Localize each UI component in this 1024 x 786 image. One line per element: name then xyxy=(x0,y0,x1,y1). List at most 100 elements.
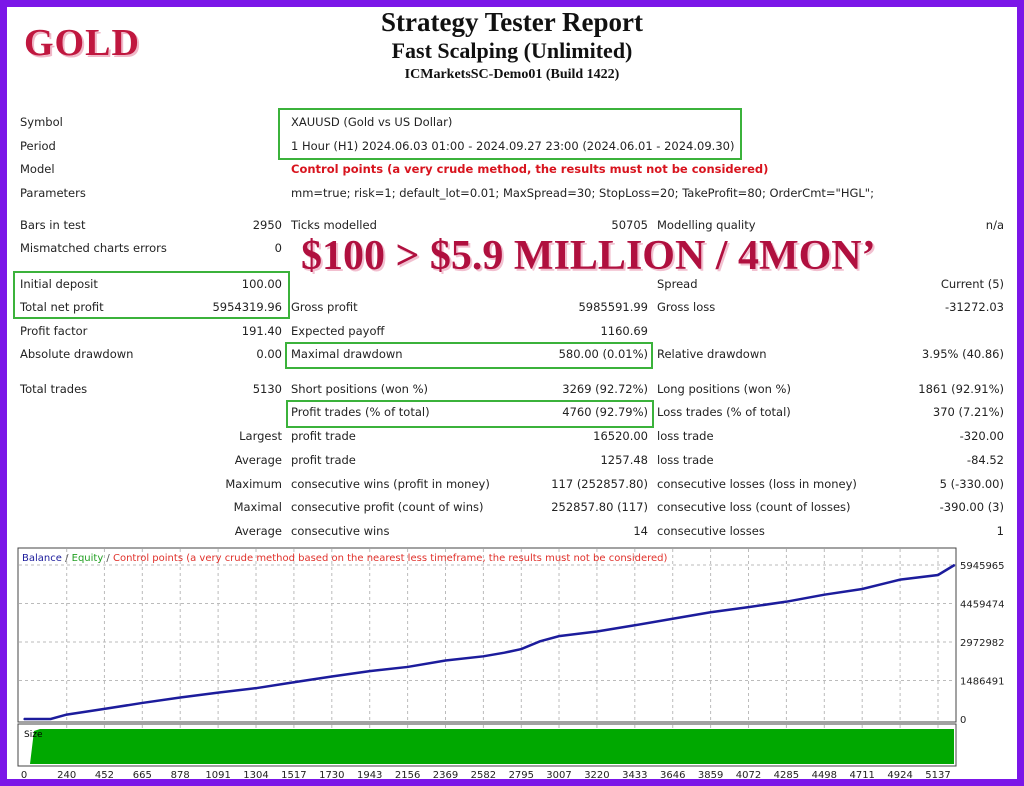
stat-value: 50705 xyxy=(611,218,648,232)
period-value: 1 Hour (H1) 2024.06.03 01:00 - 2024.09.2… xyxy=(291,139,735,153)
y-tick-label: 5945965 xyxy=(960,561,1005,572)
stat-value: 5954319.96 xyxy=(212,300,282,314)
stat-label: Bars in test xyxy=(20,218,86,232)
x-tick-label: 665 xyxy=(133,770,152,781)
stat-label: Maximal drawdown xyxy=(291,347,403,361)
stat-value: 191.40 xyxy=(241,324,282,338)
highlight-deposit-profit xyxy=(13,271,290,319)
stat-value: Current (5) xyxy=(940,277,1004,291)
stat-label: Gross profit xyxy=(291,300,358,314)
stats-row: Maximal consecutive profit (count of wins… xyxy=(7,497,1017,517)
parameters-value: mm=true; risk=1; default_lot=0.01; MaxSp… xyxy=(291,186,874,200)
stat-value: Average xyxy=(234,453,282,467)
stat-label: profit trade xyxy=(291,453,356,467)
x-tick-label: 3007 xyxy=(546,770,571,781)
x-tick-label: 4072 xyxy=(736,770,761,781)
stats-row: Average consecutive wins 14 consecutive los… xyxy=(7,521,1017,541)
y-tick-label: 2972982 xyxy=(960,638,1005,649)
stat-value: -31272.03 xyxy=(944,300,1004,314)
stat-value: 100.00 xyxy=(241,277,282,291)
legend-separator: / xyxy=(103,553,113,564)
stat-value: 1160.69 xyxy=(600,324,648,338)
highlight-max-drawdown xyxy=(285,342,653,369)
stat-label: Profit trades (% of total) xyxy=(291,405,430,419)
stat-value: -84.52 xyxy=(966,453,1004,467)
stat-value: 1257.48 xyxy=(600,453,648,467)
stat-label: profit trade xyxy=(291,429,356,443)
legend-note: Control points (a very crude method base… xyxy=(113,553,668,564)
x-tick-label: 3433 xyxy=(622,770,647,781)
x-tick-label: 2795 xyxy=(509,770,534,781)
stats-row: Initial deposit 100.00 Spread Current (5) xyxy=(7,274,1017,294)
stat-value: 370 (7.21%) xyxy=(932,405,1004,419)
stat-label: consecutive profit (count of wins) xyxy=(291,500,484,514)
stats-row: Profit factor 191.40 Expected payoff 1160.6… xyxy=(7,321,1017,341)
x-tick-label: 2156 xyxy=(395,770,420,781)
x-tick-label: 1730 xyxy=(319,770,344,781)
stat-label: Total trades xyxy=(20,382,88,396)
highlight-symbol-period xyxy=(278,108,742,160)
stat-label: consecutive wins (profit in money) xyxy=(291,477,490,491)
stat-value: -390.00 (3) xyxy=(939,500,1004,514)
stat-label: Relative drawdown xyxy=(657,347,767,361)
x-tick-label: 452 xyxy=(95,770,114,781)
stat-value: 117 (252857.80) xyxy=(551,477,648,491)
stat-value: 3269 (92.72%) xyxy=(562,382,648,396)
stat-label: Mismatched charts errors xyxy=(20,241,167,255)
balance-line xyxy=(24,563,956,721)
period-label: Period xyxy=(20,139,56,153)
legend-equity: Equity xyxy=(72,553,104,564)
symbol-label: Symbol xyxy=(20,115,63,129)
stat-value: Maximal xyxy=(233,500,282,514)
x-tick-label: 1943 xyxy=(357,770,382,781)
stats-row: Profit trades (% of total) 4760 (92.79%) L… xyxy=(7,402,1017,422)
stat-label: consecutive wins xyxy=(291,524,390,538)
x-tick-label: 878 xyxy=(171,770,190,781)
stats-row: Mismatched charts errors 0 xyxy=(7,238,1017,258)
server-build: ICMarketsSC-Demo01 (Build 1422) xyxy=(404,67,620,82)
stat-label: loss trade xyxy=(657,429,714,443)
stat-label: Absolute drawdown xyxy=(20,347,134,361)
stat-label: Ticks modelled xyxy=(291,218,377,232)
symbol-row: Symbol XAUUSD (Gold vs US Dollar) xyxy=(7,112,1017,132)
stat-label: Profit factor xyxy=(20,324,88,338)
stat-label: Long positions (won %) xyxy=(657,382,791,396)
stat-label: Loss trades (% of total) xyxy=(657,405,791,419)
stat-value: 580.00 (0.01%) xyxy=(558,347,648,361)
stat-label: Modelling quality xyxy=(657,218,756,232)
stat-value: Average xyxy=(234,524,282,538)
gold-logo: GOLD xyxy=(24,22,140,64)
stat-label: Total net profit xyxy=(20,300,104,314)
chart-legend: Balance / Equity / Control points (a ver… xyxy=(22,553,668,564)
stat-label: consecutive losses xyxy=(657,524,765,538)
model-label: Model xyxy=(20,162,55,176)
stats-row: Bars in test 2950 Ticks modelled 50705 Model… xyxy=(7,215,1017,235)
page-title: Strategy Tester Report xyxy=(381,7,643,37)
stats-row: Total net profit 5954319.96 Gross profit 59… xyxy=(7,297,1017,317)
stats-row: Total trades 5130 Short positions (won %) 3… xyxy=(7,379,1017,399)
stat-value: Largest xyxy=(239,429,282,443)
stat-value: 5 (-330.00) xyxy=(939,477,1004,491)
stat-value: Maximum xyxy=(225,477,282,491)
stats-row: Absolute drawdown 0.00 Maximal drawdown 580… xyxy=(7,344,1017,364)
stats-row: Average profit trade 1257.48 loss trade -84.… xyxy=(7,450,1017,470)
stats-row: Maximum consecutive wins (profit in money… xyxy=(7,474,1017,494)
size-area xyxy=(22,729,954,764)
x-tick-label: 4711 xyxy=(849,770,874,781)
y-tick-label: 1486491 xyxy=(960,677,1005,688)
stat-label: consecutive losses (loss in money) xyxy=(657,477,857,491)
stat-value: 4760 (92.79%) xyxy=(562,405,648,419)
stat-label: Initial deposit xyxy=(20,277,98,291)
x-tick-label: 4285 xyxy=(774,770,799,781)
x-tick-label: 2582 xyxy=(471,770,496,781)
legend-balance: Balance xyxy=(22,553,62,564)
stat-label: Gross loss xyxy=(657,300,716,314)
profit-banner: $100 > $5.9 MILLION / 4MON’ xyxy=(301,233,876,279)
stat-value: 16520.00 xyxy=(593,429,648,443)
stat-value: n/a xyxy=(985,218,1004,232)
x-tick-label: 1304 xyxy=(243,770,268,781)
period-row: Period 1 Hour (H1) 2024.06.03 01:00 - 202… xyxy=(7,136,1017,156)
stat-label: consecutive loss (count of losses) xyxy=(657,500,851,514)
x-tick-label: 0 xyxy=(21,770,27,781)
